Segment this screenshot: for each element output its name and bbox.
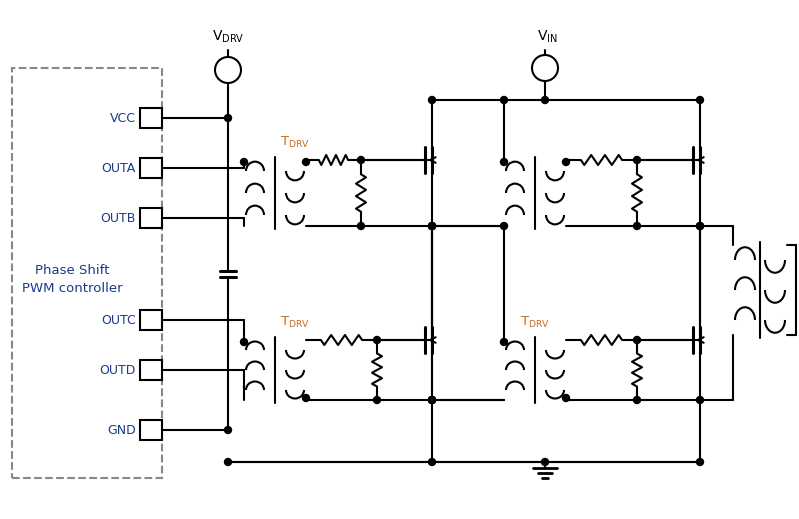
Circle shape	[562, 158, 570, 166]
Circle shape	[634, 223, 641, 229]
Circle shape	[697, 97, 703, 103]
Bar	[140, 360, 162, 380]
Text: $\mathrm{T_{DRV}}$: $\mathrm{T_{DRV}}$	[520, 315, 550, 330]
Circle shape	[303, 158, 309, 166]
Text: OUTB: OUTB	[101, 212, 136, 225]
Circle shape	[500, 223, 507, 229]
Bar	[140, 208, 162, 228]
Circle shape	[225, 115, 232, 121]
Circle shape	[562, 394, 570, 402]
Circle shape	[428, 223, 435, 229]
Bar	[140, 420, 162, 440]
Circle shape	[357, 157, 364, 163]
Circle shape	[240, 338, 248, 346]
Text: PWM controller: PWM controller	[22, 281, 122, 294]
Circle shape	[428, 223, 435, 229]
Circle shape	[542, 97, 548, 103]
Text: OUTC: OUTC	[101, 313, 136, 326]
Circle shape	[225, 427, 232, 433]
Bar	[12, 68, 162, 478]
Circle shape	[634, 336, 641, 344]
Text: $\mathrm{V_{DRV}}$: $\mathrm{V_{DRV}}$	[212, 29, 244, 45]
Circle shape	[634, 157, 641, 163]
Circle shape	[500, 97, 507, 103]
Circle shape	[428, 397, 435, 403]
Circle shape	[428, 458, 435, 466]
Circle shape	[428, 97, 435, 103]
Circle shape	[634, 397, 641, 403]
Circle shape	[303, 394, 309, 402]
Circle shape	[697, 223, 703, 229]
Bar	[140, 158, 162, 178]
Circle shape	[428, 223, 435, 229]
Circle shape	[542, 458, 548, 466]
Text: VCC: VCC	[110, 112, 136, 125]
Circle shape	[428, 397, 435, 403]
Circle shape	[697, 458, 703, 466]
Text: Phase Shift: Phase Shift	[35, 264, 109, 277]
Circle shape	[697, 223, 703, 229]
Circle shape	[225, 458, 232, 466]
Text: OUTD: OUTD	[100, 363, 136, 376]
Text: $\mathrm{T_{DRV}}$: $\mathrm{T_{DRV}}$	[280, 134, 310, 149]
Circle shape	[373, 336, 380, 344]
Circle shape	[357, 223, 364, 229]
Circle shape	[373, 397, 380, 403]
Circle shape	[500, 158, 507, 166]
Text: GND: GND	[107, 424, 136, 436]
Circle shape	[428, 397, 435, 403]
Bar	[140, 310, 162, 330]
Circle shape	[240, 158, 248, 166]
Circle shape	[697, 397, 703, 403]
Text: $\mathrm{V_{IN}}$: $\mathrm{V_{IN}}$	[537, 29, 558, 45]
Text: $\mathrm{T_{DRV}}$: $\mathrm{T_{DRV}}$	[280, 315, 310, 330]
Text: OUTA: OUTA	[101, 161, 136, 174]
Bar	[140, 108, 162, 128]
Circle shape	[500, 338, 507, 346]
